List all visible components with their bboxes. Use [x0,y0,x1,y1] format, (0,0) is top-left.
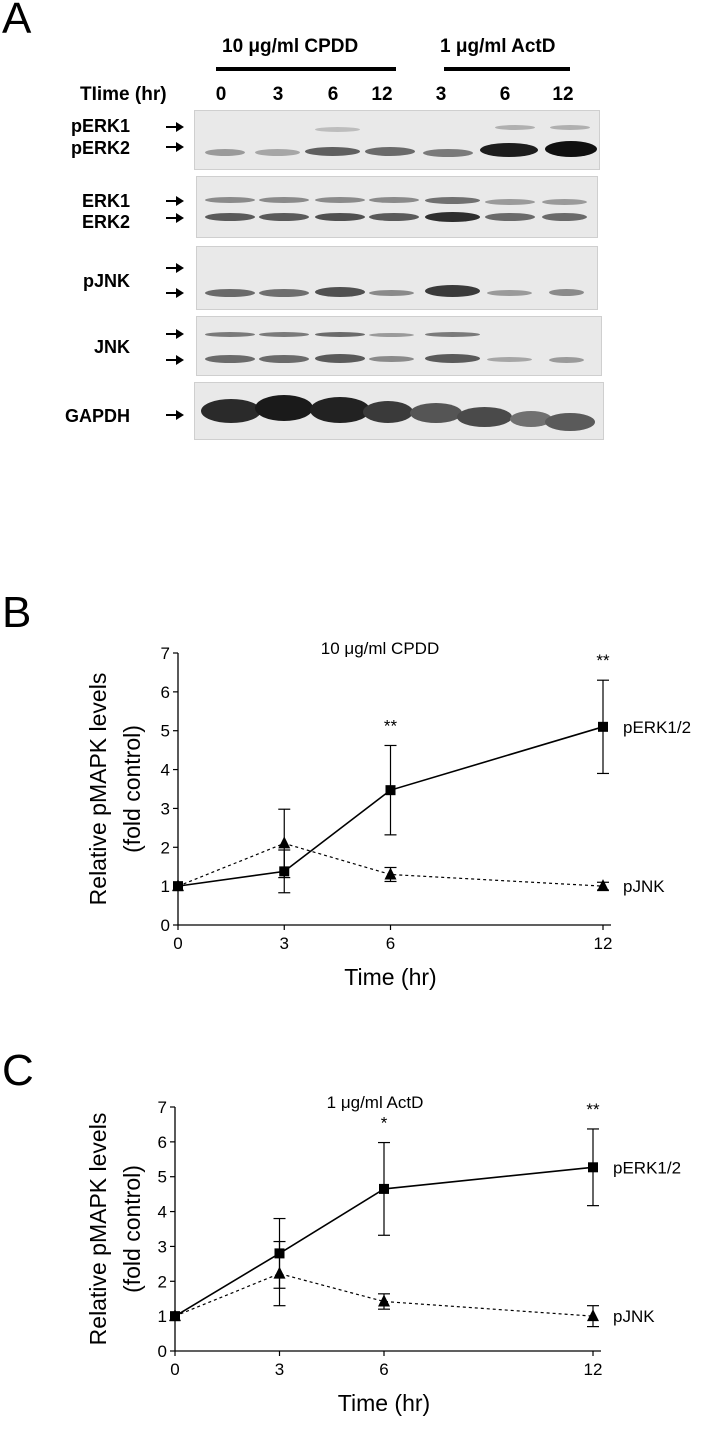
y-axis-label-sub: (fold control) [119,1165,145,1293]
arrow-icon [166,288,184,298]
x-tick-label: 6 [386,934,395,953]
blot-strip-perk [194,110,600,170]
arrow-icon [166,213,184,223]
series-line-pjnk [174,1272,594,1317]
y-tick-label: 5 [158,1168,167,1187]
y-tick-label: 2 [161,838,170,857]
group-label-cpdd: 10 μg/ml CPDD [222,36,359,57]
row-label-erk1: ERK1 [81,191,130,211]
x-tick-label: 12 [594,934,613,953]
lane-label: 3 [272,84,284,105]
lane-label: 3 [435,84,447,105]
data-point-triangle [172,879,184,892]
group-bracket-actd [444,67,570,71]
row-label-perk1: pERK1 [70,116,130,136]
series-line-perk12 [174,1166,594,1317]
data-point-triangle [169,1309,181,1322]
series-label: pJNK [623,877,665,896]
data-point-triangle [278,836,291,849]
y-tick-label: 4 [158,1203,167,1222]
panel-letter-c: C [2,1046,34,1095]
y-tick-label: 6 [158,1133,167,1152]
x-tick-label: 3 [280,934,289,953]
blot-strip-erk [196,176,598,238]
data-point-square [379,1183,389,1194]
y-tick-label: 4 [161,761,170,780]
series-line-pjnk [177,842,604,887]
chart-title: 10 μg/ml CPDD [321,639,439,658]
group-label-actd: 1 μg/ml ActD [440,36,556,57]
series-label: pERK1/2 [613,1158,681,1177]
y-tick-label: 1 [161,877,170,896]
y-tick-label: 3 [158,1237,167,1256]
data-point-triangle [384,867,397,880]
y-tick-label: 6 [161,683,170,702]
arrow-icon [166,355,184,365]
group-bracket-cpdd [216,67,396,71]
data-point-triangle [273,1266,286,1279]
y-tick-label: 1 [158,1307,167,1326]
lane-label: 0 [215,84,227,105]
y-tick-label: 0 [158,1342,167,1361]
x-axis-label: Time (hr) [338,1390,430,1416]
arrow-icon [166,122,184,132]
y-tick-label: 3 [161,799,170,818]
y-tick-label: 7 [158,1098,167,1117]
arrow-icon [166,263,184,273]
data-point-square [385,785,396,796]
data-point-square [588,1162,598,1173]
series-line-perk12 [177,726,604,887]
blot-strip-pjnk [196,246,598,310]
y-tick-label: 7 [161,644,170,663]
arrow-icon [166,196,184,206]
data-point-triangle [597,879,609,892]
data-point-triangle [587,1309,599,1322]
y-axis-label: Relative pMAPK levels [85,673,111,906]
x-tick-label: 6 [379,1360,388,1379]
significance-mark: ** [596,651,610,670]
panel-letter-a: A [2,0,32,43]
chart-title: 1 μg/ml ActD [327,1093,424,1112]
row-label-perk2: pERK2 [70,138,130,158]
arrow-icon [166,142,184,152]
panel-letter-b: B [2,588,32,637]
arrow-icon [166,410,184,420]
x-tick-label: 0 [170,1360,179,1379]
lane-label: 6 [499,84,511,105]
row-label-erk2: ERK2 [81,212,130,232]
significance-mark: ** [384,716,398,735]
y-axis-label-sub: (fold control) [119,725,145,853]
data-point-square [598,721,608,732]
x-tick-label: 3 [275,1360,284,1379]
x-tick-label: 12 [584,1360,603,1379]
row-label-gapdh: GAPDH [64,406,130,426]
row-label-jnk: JNK [93,337,130,357]
y-tick-label: 5 [161,722,170,741]
y-tick-label: 2 [158,1272,167,1291]
blot-strip-jnk [196,316,602,376]
blot-strip-gapdh [194,382,604,440]
lane-label: 12 [371,84,393,105]
y-tick-label: 0 [161,916,170,935]
lane-label: 6 [327,84,339,105]
data-point-triangle [378,1294,390,1307]
series-label: pERK1/2 [623,718,691,737]
x-tick-label: 0 [173,934,182,953]
x-axis-label: Time (hr) [344,964,436,990]
significance-mark: ** [586,1100,600,1119]
arrow-icon [166,329,184,339]
lane-label: 12 [552,84,574,105]
series-label: pJNK [613,1307,655,1326]
y-axis-label: Relative pMAPK levels [85,1113,111,1346]
row-label-pjnk: pJNK [82,271,130,291]
time-label: TIime (hr) [80,84,167,105]
significance-mark: * [381,1114,388,1133]
